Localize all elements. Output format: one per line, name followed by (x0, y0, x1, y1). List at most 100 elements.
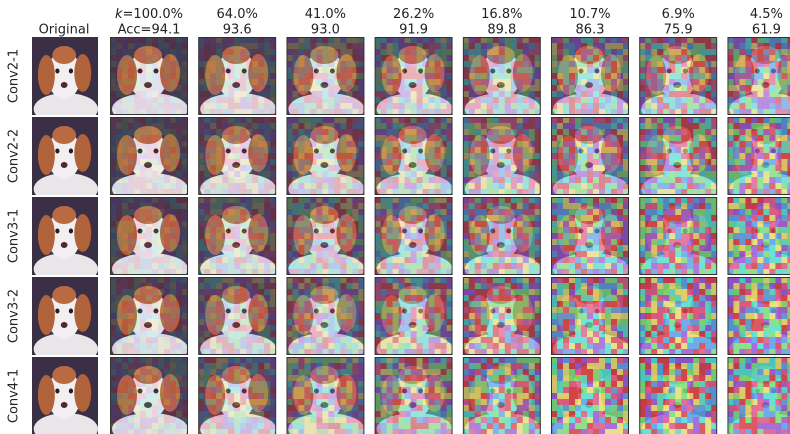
pixel (429, 295, 435, 301)
pixel (693, 263, 699, 269)
pixel (423, 141, 429, 147)
pixel (164, 159, 170, 165)
pixel (681, 73, 687, 79)
pixel (387, 147, 393, 153)
pixel (557, 177, 563, 183)
pixel (393, 227, 399, 233)
pixel (328, 289, 334, 295)
pixel (128, 61, 134, 67)
pixel (429, 43, 435, 49)
pixel (493, 129, 499, 135)
pixel (411, 91, 417, 97)
pixel (657, 209, 663, 215)
pixel (204, 343, 210, 349)
pixel (128, 227, 134, 233)
pixel (216, 129, 222, 135)
pixel (164, 43, 170, 49)
pixel (705, 177, 711, 183)
pixel (511, 209, 517, 215)
pixel (328, 177, 334, 183)
pixel (441, 153, 447, 159)
pixel (499, 79, 505, 85)
pixel (569, 135, 575, 141)
pixel (411, 123, 417, 129)
pixel (517, 257, 523, 263)
pixel (328, 245, 334, 251)
pixel (316, 319, 322, 325)
pixel (781, 227, 787, 233)
pixel (298, 159, 304, 165)
pixel (258, 49, 264, 55)
pixel (405, 103, 411, 109)
pixel (352, 91, 358, 97)
pixel (411, 325, 417, 331)
pixel (529, 79, 535, 85)
pixel (381, 337, 387, 343)
pixel (228, 103, 234, 109)
pixel (387, 343, 393, 349)
pixel (411, 301, 417, 307)
pixel (693, 165, 699, 171)
pixel (511, 165, 517, 171)
pixel (170, 251, 176, 257)
pixel (170, 97, 176, 103)
noise (198, 277, 276, 355)
pixel (204, 209, 210, 215)
pixel (475, 289, 481, 295)
pixel (699, 263, 705, 269)
pixel (304, 313, 310, 319)
pixel (346, 55, 352, 61)
pixel (216, 313, 222, 319)
pixel (393, 239, 399, 245)
pixel (745, 227, 751, 233)
pixel (423, 67, 429, 73)
pixel (340, 263, 346, 269)
pixel (563, 245, 569, 251)
pixel (593, 159, 599, 165)
pixel (140, 221, 146, 227)
pixel (122, 91, 128, 97)
pixel (435, 129, 441, 135)
pixel (487, 203, 493, 209)
pixel (705, 141, 711, 147)
pixel (222, 141, 228, 147)
pixel (781, 233, 787, 239)
pixel (292, 307, 298, 313)
pixel (611, 257, 617, 263)
pixel (669, 233, 675, 239)
pixel (705, 135, 711, 141)
pixel (381, 331, 387, 337)
pixel (557, 49, 563, 55)
pixel (781, 135, 787, 141)
pixel (645, 221, 651, 227)
pixel (158, 159, 164, 165)
pixel (252, 343, 258, 349)
pixel (228, 171, 234, 177)
pixel (152, 129, 158, 135)
pixel (429, 289, 435, 295)
pixel (216, 73, 222, 79)
pixel (733, 245, 739, 251)
pixel (781, 141, 787, 147)
pixel (587, 123, 593, 129)
pixel (475, 233, 481, 239)
pixel (469, 257, 475, 263)
pixel (316, 203, 322, 209)
pixel (605, 177, 611, 183)
pixel (134, 283, 140, 289)
pixel (352, 221, 358, 227)
pixel (657, 245, 663, 251)
pixel (304, 331, 310, 337)
pixel (481, 103, 487, 109)
pixel (587, 251, 593, 257)
pixel (611, 67, 617, 73)
pixel (699, 49, 705, 55)
pixel (605, 129, 611, 135)
pixel (176, 289, 182, 295)
pixel (246, 301, 252, 307)
pixel (523, 129, 529, 135)
pixel (228, 153, 234, 159)
pixel (617, 79, 623, 85)
pixel (581, 147, 587, 153)
pixel (116, 209, 122, 215)
